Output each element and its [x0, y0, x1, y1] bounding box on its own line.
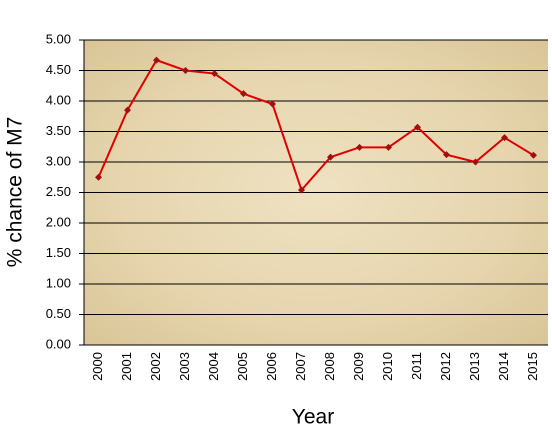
- x-tick-label: 2015: [525, 352, 540, 381]
- marker: [530, 151, 537, 159]
- x-tick-label: 2001: [119, 352, 134, 381]
- y-tick-label: 1.50: [46, 245, 71, 260]
- marker: [240, 90, 247, 98]
- y-tick-label: 2.00: [46, 214, 71, 229]
- marker: [95, 173, 102, 181]
- data-line: [97, 58, 535, 193]
- y-tick-label: 5.00: [46, 31, 71, 46]
- y-tick-label: 3.00: [46, 153, 71, 168]
- x-tick-label: 2004: [206, 352, 221, 381]
- marker: [501, 134, 508, 142]
- x-tick-label: 2002: [148, 352, 163, 381]
- x-tick-label: 2006: [264, 352, 279, 381]
- marker: [124, 106, 131, 114]
- marker: [472, 158, 479, 166]
- x-tick-label: 2005: [235, 352, 250, 381]
- x-tick-label: 2007: [293, 352, 308, 381]
- y-tick-label: 0.00: [46, 336, 71, 351]
- x-axis-title: Year: [292, 406, 334, 429]
- marker: [414, 123, 421, 131]
- x-tick-label: 2000: [90, 352, 105, 381]
- x-tick-label: 2014: [496, 352, 511, 381]
- x-tick-label: 2009: [351, 352, 366, 381]
- marker: [356, 143, 363, 151]
- x-tick-label: 2008: [322, 352, 337, 381]
- marker: [153, 56, 160, 64]
- x-tick-label: 2011: [409, 352, 424, 380]
- marker: [443, 151, 450, 159]
- y-tick-label: 0.50: [46, 306, 71, 321]
- x-tick-label: 2012: [438, 352, 453, 381]
- y-tick-label: 3.50: [46, 123, 71, 138]
- marker: [298, 186, 305, 194]
- x-tick-label: 2003: [177, 352, 192, 381]
- marker: [182, 67, 189, 74]
- y-tick-label: 4.50: [46, 62, 71, 77]
- marker: [327, 153, 334, 161]
- y-tick-label: 1.00: [46, 275, 71, 290]
- y-tick-label: 4.00: [46, 92, 71, 107]
- marker: [385, 143, 392, 151]
- marker: [269, 100, 276, 108]
- x-tick-label: 2013: [467, 352, 482, 381]
- x-tick-label: 2010: [380, 352, 395, 381]
- y-axis-title: % chance of M7: [4, 117, 27, 268]
- marker: [211, 70, 218, 78]
- y-tick-label: 2.50: [46, 184, 71, 199]
